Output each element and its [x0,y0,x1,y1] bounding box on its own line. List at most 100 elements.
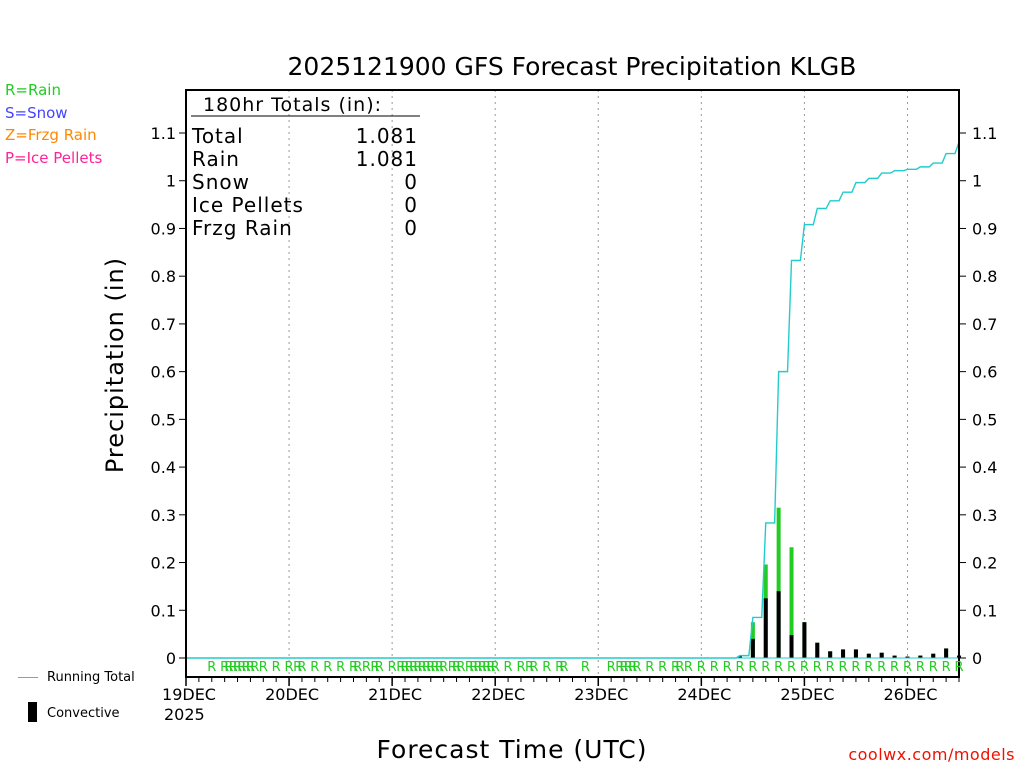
ptype-marker: R [478,660,487,675]
ptype-marker: R [396,660,405,675]
convective-bar [931,653,936,658]
ptype-marker: R [426,660,435,675]
convective-bar [802,622,807,658]
y-tick-label-right: 0.8 [972,267,997,286]
totals-header: 180hr Totals (in): [203,94,382,116]
y-tick-label-right: 0.6 [972,363,997,382]
y-tick-label-right: 0.9 [972,219,997,238]
totals-row-label: Rain [192,147,240,171]
ptype-marker: R [632,660,641,675]
axes-layer [185,89,960,678]
totals-box: 180hr Totals (in): Total 1.081 Rain 1.081 Sn… [191,94,420,240]
ptype-marker: R [559,660,568,675]
y-tick-label-right: 0.7 [972,315,997,334]
ptype-marker: R [452,660,461,675]
y-tick-label-right: 0.2 [972,554,997,573]
ptype-marker: R [542,660,551,675]
ptype-marker: R [929,660,938,675]
ptype-marker: R [259,660,268,675]
ptype-marker: R [671,660,680,675]
y-tick-label-right: 0.3 [972,506,997,525]
y-tick-label-left: 0.4 [151,458,176,477]
credit-link[interactable]: coolwx.com/models [848,745,1015,764]
ptype-marker: R [370,660,379,675]
totals-row-value: 1.081 [356,124,418,148]
convective-bar [944,648,949,658]
ptype-marker: R [620,660,629,675]
ptype-marker: R [813,660,822,675]
ptype-marker: R [675,660,684,675]
ptype-marker: R [851,660,860,675]
y-tick-label-left: 1.1 [151,124,176,143]
ptype-marker: R [207,660,216,675]
bar-layer [737,507,961,658]
ptype-marker: R [903,660,912,675]
running-total-line [186,141,960,659]
ptype-marker: R [418,660,427,675]
convective-bar [737,656,742,658]
totals-row-label: Total [191,124,244,148]
ptype-marker: R [916,660,925,675]
ptype-marker: R [220,660,229,675]
ptype-marker: R [323,660,332,675]
running-total-legend-label: Running Total [47,670,135,685]
ptype-marker: R [297,660,306,675]
convective-bar [815,642,820,658]
ptype-marker: R [890,660,899,675]
convective-bar [763,598,768,658]
ptype-marker: R [864,660,873,675]
y-tick-label-left: 0.5 [151,410,176,429]
convective-bar [789,635,794,658]
y-tick-label-right: 0.4 [972,458,997,477]
ptype-marker: R [469,660,478,675]
y-tick-label-left: 0.3 [151,506,176,525]
running-total-swatch [18,677,38,678]
ptype-marker: R [787,660,796,675]
x-tick-label: 23DEC [574,685,628,704]
totals-row-label: Snow [192,170,250,194]
ptype-marker: R [250,660,259,675]
legend-frzg-rain: Z=Frzg Rain [5,126,97,144]
convective-legend-label: Convective [47,706,120,721]
ptype-marker: R [229,660,238,675]
ptype-marker: R [942,660,951,675]
y-axis-label: Precipitation (in) [101,257,129,473]
ptype-marker: R [628,660,637,675]
convective-bar [892,655,897,658]
ptype-marker: R [431,660,440,675]
totals-row-value: 0 [404,193,418,217]
y-tick-label-left: 0.8 [151,267,176,286]
y-tick-label-left: 1 [166,172,176,191]
ptype-marker: R [237,660,246,675]
y-tick-label-left: 0.2 [151,554,176,573]
tick-layer: 0 00.1 0.10.2 0.20.3 0.30.4 0.40.5 0.50.6 0.60.… [151,124,998,724]
ptype-marker: R [473,660,482,675]
ptype-marker: R [388,660,397,675]
running-total-layer [186,141,960,659]
x-tick-label: 20DEC [265,685,319,704]
ptype-marker: R [645,660,654,675]
ptype-marker: R [761,660,770,675]
ptype-marker: R [748,660,757,675]
totals-row-value: 0 [404,170,418,194]
y-tick-label-left: 0 [166,649,176,668]
ptype-marker: R [336,660,345,675]
convective-bar [853,649,858,658]
convective-bar [750,638,755,658]
ptype-marker: R [658,660,667,675]
convective-swatch [28,702,37,722]
ptype-marker: R [272,660,281,675]
ptype-marker: R [482,660,491,675]
ptype-marker: R [839,660,848,675]
y-tick-label-right: 0.1 [972,601,997,620]
y-tick-label-right: 0.5 [972,410,997,429]
convective-bar [918,655,923,658]
ptype-marker: R [465,660,474,675]
ptype-marker: R [233,660,242,675]
ptype-marker: R [293,660,302,675]
ptype-marker: R [246,660,255,675]
ptype-marker: R [615,660,624,675]
ptype-marker: R [697,660,706,675]
convective-bar [841,649,846,658]
